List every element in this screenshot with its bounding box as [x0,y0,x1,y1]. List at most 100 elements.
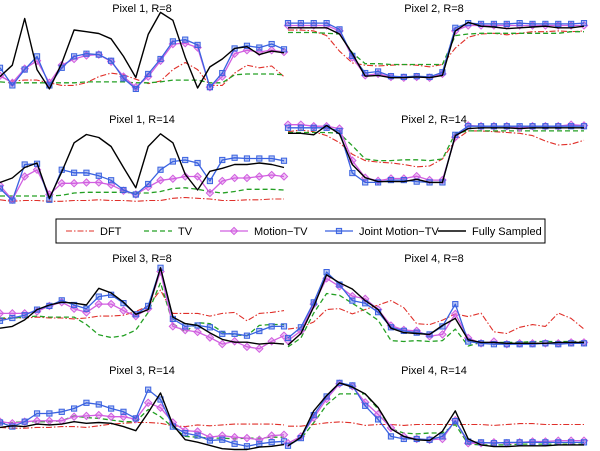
point-motion-tv [106,412,116,422]
point-motion-tv [156,175,165,185]
point-joint-motion-tv [256,327,263,335]
series-line-dft [0,196,284,202]
series-line-tv [0,282,284,339]
point-joint-motion-tv [120,408,127,415]
point-joint-motion-tv [0,317,4,324]
panel-pixel-2-r-8: Pixel 2, R=8 [283,3,589,83]
panel-pixel-1-r-14: Pixel 1, R=14 [0,114,289,205]
point-joint-motion-tv [349,297,356,304]
legend-label-fully-sampled: Fully Sampled [472,226,542,238]
point-joint-motion-tv [387,433,395,440]
point-joint-motion-tv [580,340,588,347]
point-joint-motion-tv [157,55,164,63]
point-joint-motion-tv [400,327,407,334]
point-joint-motion-tv [243,332,251,339]
point-joint-motion-tv [33,53,41,60]
point-joint-motion-tv [132,85,139,93]
panel-title: Pixel 2, R=14 [401,114,467,126]
point-joint-motion-tv [219,436,226,443]
point-joint-motion-tv [503,123,510,130]
point-joint-motion-tv [529,439,536,446]
point-joint-motion-tv [9,82,16,89]
point-joint-motion-tv [21,66,28,73]
point-joint-motion-tv [542,123,549,130]
series-line-motion-tv [287,383,584,444]
legend: DFT TV Motion−TV Joint Motion−TV Fully Sampl… [55,218,546,244]
point-motion-tv [267,431,276,440]
series-line-fully-sampled [0,11,285,90]
point-joint-motion-tv [21,418,28,425]
point-joint-motion-tv [243,42,251,49]
point-motion-tv [279,172,289,181]
point-joint-motion-tv [490,123,498,130]
series-line-tv [287,292,584,348]
point-joint-motion-tv [568,20,575,27]
point-joint-motion-tv [243,443,251,450]
series-line-motion-tv [0,169,285,201]
series-line-fully-sampled [288,124,584,184]
point-joint-motion-tv [387,73,395,80]
panel-title: Pixel 3, R=8 [112,253,172,265]
point-joint-motion-tv [439,323,446,330]
legend-label-dft: DFT [100,226,122,238]
point-joint-motion-tv [516,20,523,27]
point-motion-tv [230,432,239,442]
point-joint-motion-tv [503,20,510,27]
series-line-fully-sampled [0,392,285,451]
point-motion-tv [168,322,178,331]
point-joint-motion-tv [310,20,317,27]
point-motion-tv [20,172,30,181]
point-joint-motion-tv [95,293,102,300]
point-joint-motion-tv [555,341,562,348]
series-line-tv [287,393,584,446]
point-motion-tv [94,410,104,420]
point-motion-tv [69,178,79,188]
point-motion-tv [230,173,239,183]
point-joint-motion-tv [568,123,575,130]
point-joint-motion-tv [503,341,510,348]
point-joint-motion-tv [83,399,90,406]
series-line-dft [288,29,585,68]
point-motion-tv [82,178,91,187]
point-joint-motion-tv [219,69,226,77]
series-line-joint-motion-tv [0,267,284,337]
point-joint-motion-tv [58,408,65,415]
point-joint-motion-tv [132,191,139,198]
point-joint-motion-tv [452,301,459,308]
point-motion-tv [267,170,276,180]
point-joint-motion-tv [490,20,498,27]
point-joint-motion-tv [349,169,356,177]
point-motion-tv [205,188,215,198]
point-joint-motion-tv [206,84,214,91]
point-joint-motion-tv [231,440,238,447]
point-joint-motion-tv [108,57,115,64]
point-motion-tv [32,416,42,426]
point-joint-motion-tv [374,68,382,75]
point-joint-motion-tv [120,75,127,82]
point-joint-motion-tv [413,73,420,80]
point-joint-motion-tv [231,154,238,161]
point-joint-motion-tv [169,38,176,45]
point-motion-tv [180,172,190,181]
point-joint-motion-tv [529,341,536,348]
point-joint-motion-tv [194,432,201,439]
series-line-joint-motion-tv [0,389,285,447]
panel-pixel-2-r-14: Pixel 2, R=14 [283,114,589,186]
point-joint-motion-tv [297,20,304,27]
point-joint-motion-tv [268,439,275,446]
point-joint-motion-tv [256,155,263,162]
point-motion-tv [94,178,104,187]
point-joint-motion-tv [206,437,214,444]
point-joint-motion-tv [374,179,382,186]
point-joint-motion-tv [194,159,201,167]
point-motion-tv [168,174,178,184]
point-motion-tv [267,45,276,55]
panel-title: Pixel 4, R=8 [404,253,464,265]
point-motion-tv [230,336,239,346]
point-joint-motion-tv [169,158,176,165]
point-joint-motion-tv [145,180,152,188]
point-motion-tv [8,309,17,318]
point-joint-motion-tv [349,382,356,389]
point-joint-motion-tv [157,166,164,173]
